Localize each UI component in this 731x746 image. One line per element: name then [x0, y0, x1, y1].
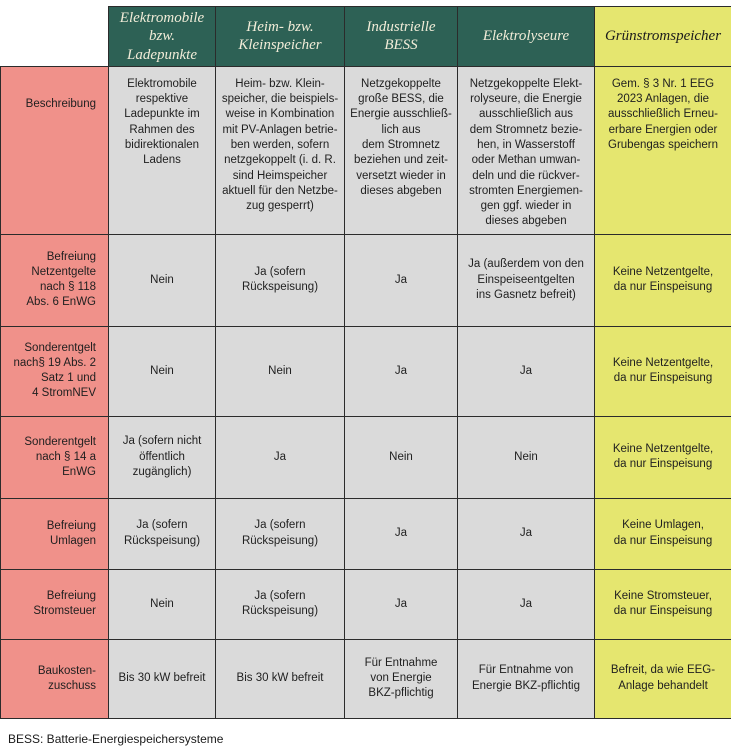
table-cell: Keine Netzentgelte, da nur Einspeisung — [595, 234, 731, 326]
table-cell: Ja — [458, 498, 595, 569]
table-cell: Ja (sofern nicht öffentlich zugänglich) — [109, 416, 216, 498]
table-cell: Ja — [345, 326, 458, 416]
table-cell: Ja — [345, 498, 458, 569]
table-cell: Netzgekoppelte Elekt- rolyseure, die Ene… — [458, 66, 595, 234]
row-label: Befreiung Netzentgelte nach § 118 Abs. 6… — [1, 234, 109, 326]
table-cell: Nein — [345, 416, 458, 498]
table-cell: Netzgekoppelte große BESS, die Energie a… — [345, 66, 458, 234]
table-cell: Gem. § 3 Nr. 1 EEG 2023 Anlagen, die aus… — [595, 66, 731, 234]
table-cell: Ja (sofern Rückspeisung) — [216, 234, 345, 326]
table-cell: Befreit, da wie EEG- Anlage behandelt — [595, 639, 731, 718]
table-cell: Ja — [345, 234, 458, 326]
row-label: Sonderentgelt nach§ 19 Abs. 2 Satz 1 und… — [1, 326, 109, 416]
column-header-3: Industrielle BESS — [345, 7, 458, 67]
table-cell: Nein — [109, 326, 216, 416]
table-row: Sonderentgelt nach§ 19 Abs. 2 Satz 1 und… — [1, 326, 731, 416]
table-cell: Für Entnahme von Energie BKZ-pflichtig — [345, 639, 458, 718]
column-header-2: Heim- bzw. Kleinspeicher — [216, 7, 345, 67]
row-label: Befreiung Stromsteuer — [1, 569, 109, 639]
column-header-1: Elektromobile bzw. Ladepunkte — [109, 7, 216, 67]
table-cell: Bis 30 kW befreit — [109, 639, 216, 718]
table-cell: Keine Umlagen, da nur Einspeisung — [595, 498, 731, 569]
corner-cell — [1, 7, 109, 67]
table-cell: Bis 30 kW befreit — [216, 639, 345, 718]
row-label: Baukosten- zuschuss — [1, 639, 109, 718]
table-cell: Keine Netzentgelte, da nur Einspeisung — [595, 326, 731, 416]
table-cell: Ja — [458, 326, 595, 416]
table-cell: Ja (sofern Rückspeisung) — [216, 569, 345, 639]
row-label: Sonderentgelt nach § 14 a EnWG — [1, 416, 109, 498]
column-header-5: Grünstromspeicher — [595, 7, 731, 67]
column-header-4: Elektrolyseure — [458, 7, 595, 67]
footnote: BESS: Batterie-Energiespeichersysteme — [8, 732, 731, 746]
table-cell: Ja (sofern Rückspeisung) — [216, 498, 345, 569]
table-cell: Keine Stromsteuer, da nur Einspeisung — [595, 569, 731, 639]
table-cell: Nein — [109, 569, 216, 639]
table-cell: Ja (sofern Rückspeisung) — [109, 498, 216, 569]
table-cell: Nein — [109, 234, 216, 326]
table-cell: Keine Netzentgelte, da nur Einspeisung — [595, 416, 731, 498]
table-cell: Für Entnahme von Energie BKZ-pflichtig — [458, 639, 595, 718]
table-cell: Nein — [458, 416, 595, 498]
row-label: Beschreibung — [1, 66, 109, 234]
row-label: Befreiung Umlagen — [1, 498, 109, 569]
table-cell: Nein — [216, 326, 345, 416]
table-row: Befreiung Netzentgelte nach § 118 Abs. 6… — [1, 234, 731, 326]
table-cell: Ja — [345, 569, 458, 639]
table-cell: Elektromobile respektive Ladepunkte im R… — [109, 66, 216, 234]
table-cell: Ja — [216, 416, 345, 498]
table-cell: Ja — [458, 569, 595, 639]
table-cell: Heim- bzw. Klein- speicher, die beispiel… — [216, 66, 345, 234]
table-cell: Ja (außerdem von den Einspeiseentgelten … — [458, 234, 595, 326]
